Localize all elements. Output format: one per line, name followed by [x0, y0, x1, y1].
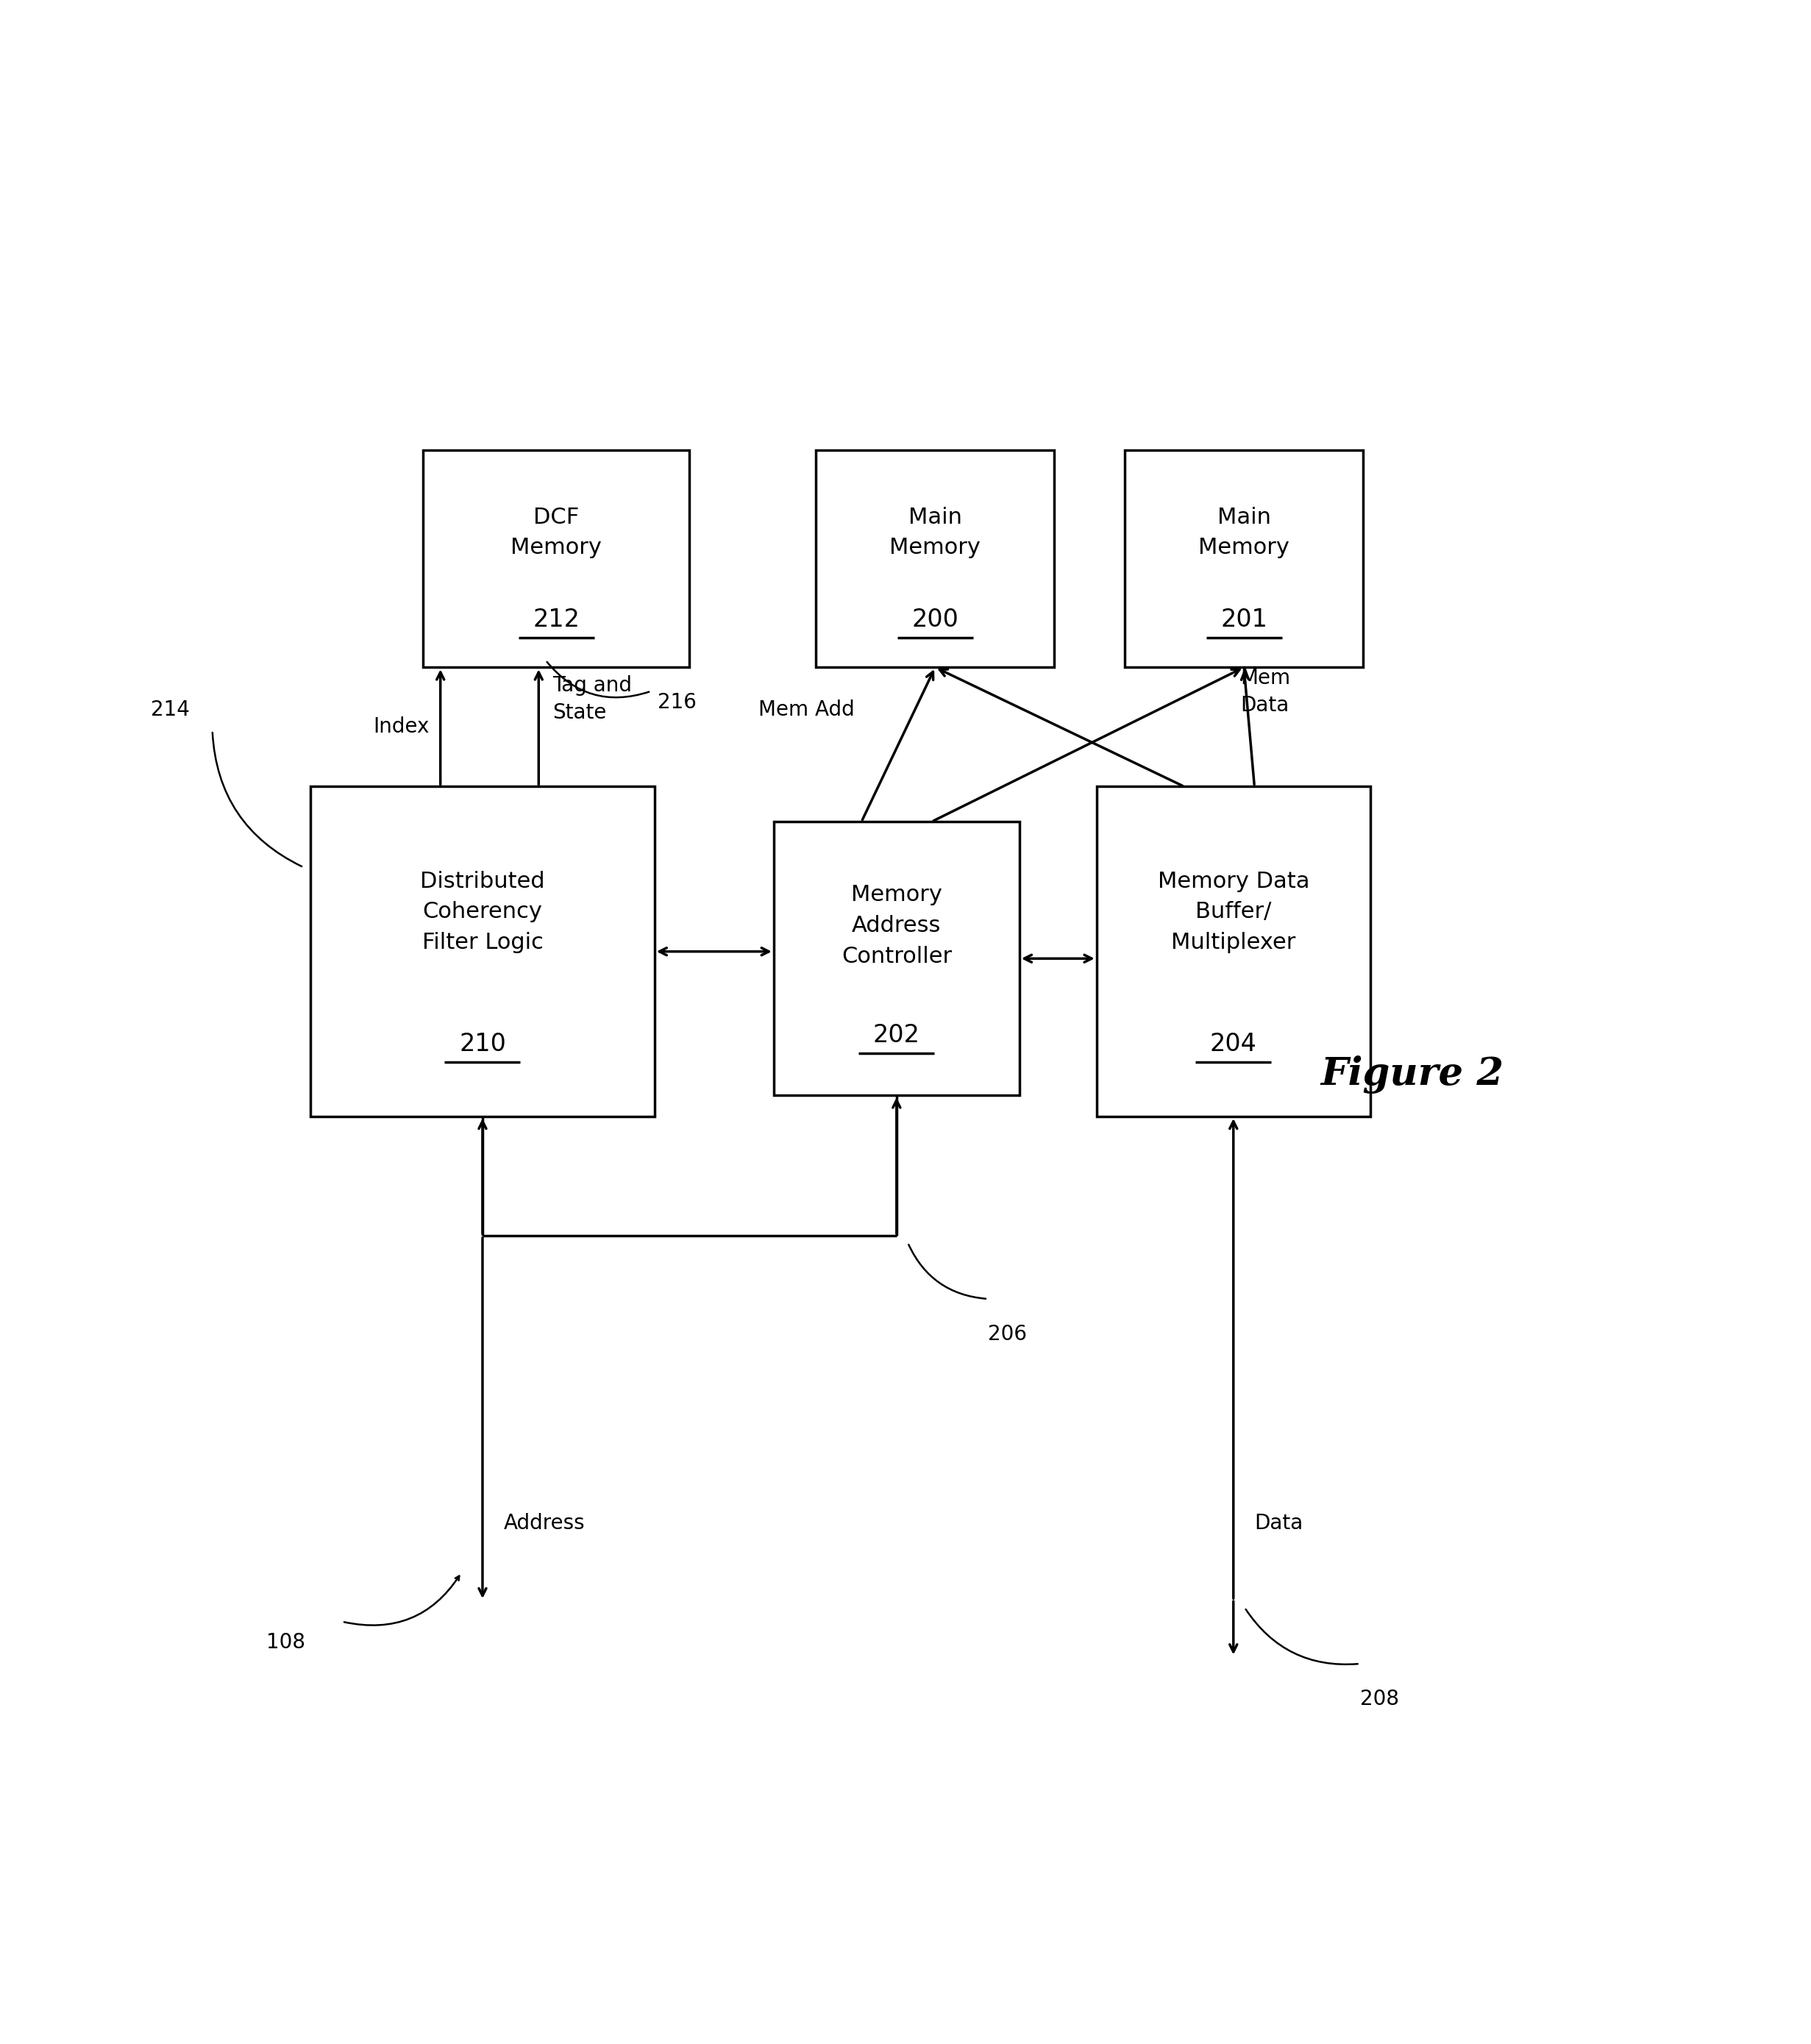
Text: Main
Memory: Main Memory [889, 507, 982, 558]
Text: Address: Address [503, 1513, 585, 1533]
Text: 202: 202 [873, 1024, 920, 1047]
Text: 212: 212 [532, 607, 580, 632]
Text: 208: 208 [1360, 1688, 1398, 1709]
Text: Mem Add: Mem Add [759, 699, 855, 719]
Text: Main
Memory: Main Memory [1199, 507, 1289, 558]
Text: 108: 108 [266, 1633, 306, 1654]
Text: Index: Index [373, 717, 429, 738]
Text: DCF
Memory: DCF Memory [511, 507, 601, 558]
Text: 204: 204 [1210, 1032, 1257, 1057]
Text: 201: 201 [1221, 607, 1268, 632]
Bar [1125, 450, 1364, 666]
Text: Figure 2: Figure 2 [1320, 1055, 1503, 1094]
Text: 216: 216 [657, 693, 697, 713]
Text: 200: 200 [911, 607, 958, 632]
Text: Distributed
Coherency
Filter Logic: Distributed Coherency Filter Logic [420, 871, 545, 953]
Text: Mem
Data: Mem Data [1241, 668, 1291, 715]
Text: Memory
Address
Controller: Memory Address Controller [842, 885, 953, 967]
Bar [311, 787, 654, 1116]
Text: 214: 214 [150, 699, 190, 719]
Text: 210: 210 [458, 1032, 505, 1057]
Bar [1097, 787, 1371, 1116]
Text: Memory Data
Buffer/
Multiplexer: Memory Data Buffer/ Multiplexer [1157, 871, 1309, 953]
Bar [424, 450, 690, 666]
Text: Data: Data [1255, 1513, 1304, 1533]
Bar [815, 450, 1054, 666]
Bar [773, 822, 1020, 1096]
Text: Tag and
State: Tag and State [552, 675, 632, 724]
Text: 206: 206 [987, 1325, 1027, 1345]
